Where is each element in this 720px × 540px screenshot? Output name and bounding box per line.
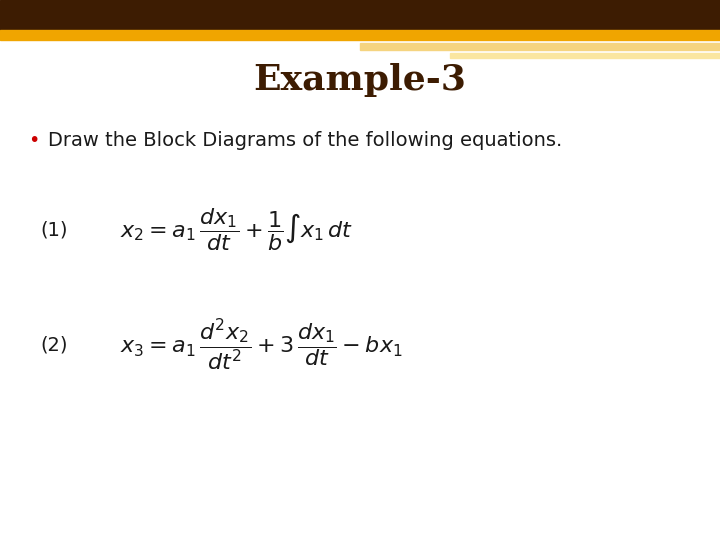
Text: $x_2 = a_1\,\dfrac{dx_1}{dt} + \dfrac{1}{b}\int x_1\,dt$: $x_2 = a_1\,\dfrac{dx_1}{dt} + \dfrac{1}…: [120, 207, 354, 253]
Text: (2): (2): [40, 335, 68, 354]
Text: •: •: [28, 131, 40, 150]
Bar: [360, 43, 720, 50]
Text: (1): (1): [40, 220, 68, 240]
Text: $x_3 = a_1\,\dfrac{d^2x_2}{dt^2} + 3\,\dfrac{dx_1}{dt} - bx_1$: $x_3 = a_1\,\dfrac{d^2x_2}{dt^2} + 3\,\d…: [120, 318, 402, 373]
Bar: [450, 53, 720, 58]
Text: Example-3: Example-3: [253, 63, 467, 97]
Text: Draw the Block Diagrams of the following equations.: Draw the Block Diagrams of the following…: [48, 131, 562, 150]
Bar: [0, 0, 720, 30]
Bar: [0, 30, 720, 40]
